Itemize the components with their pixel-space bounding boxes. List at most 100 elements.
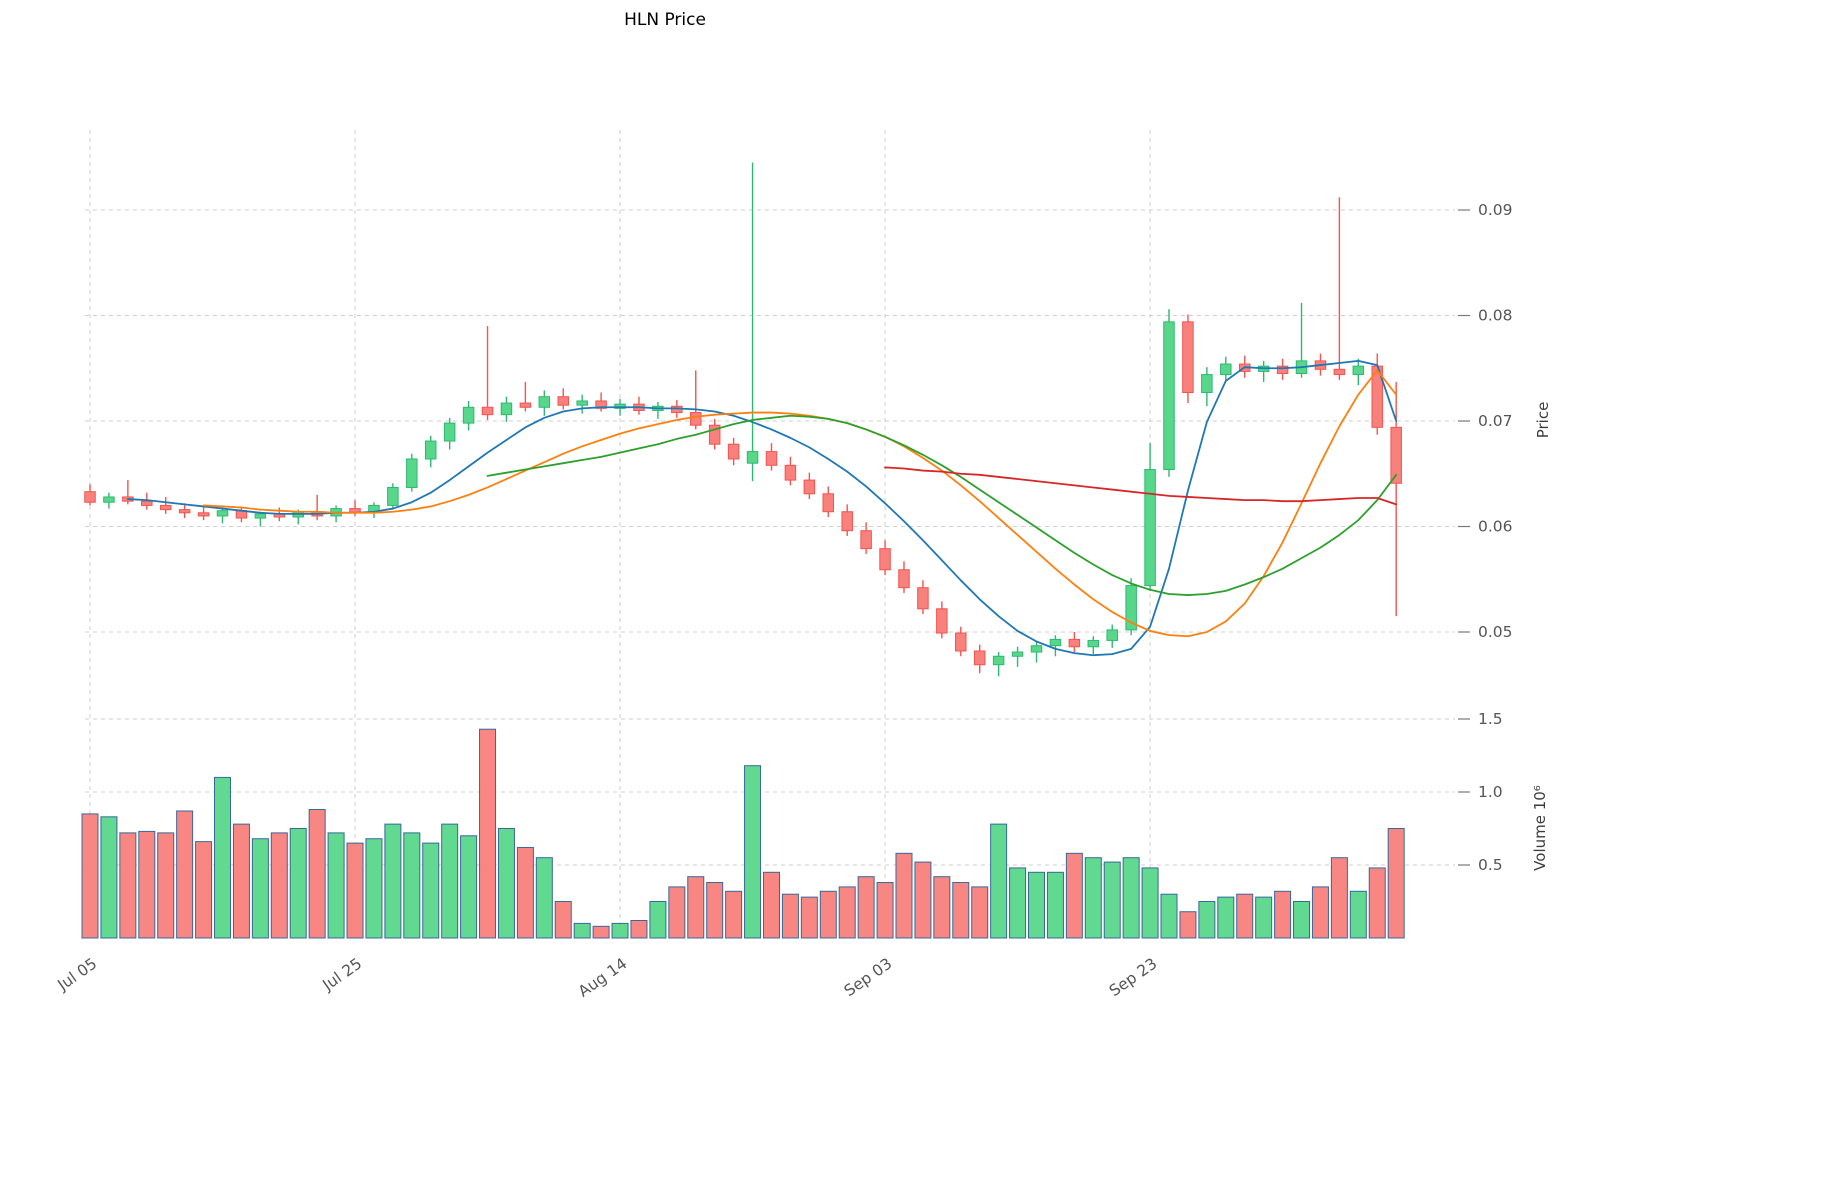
candle-body: [746, 451, 759, 464]
x-tick-label: Sep 03: [841, 955, 895, 1001]
x-axis-labels: Jul 05 Jul 25 Aug 14 Sep 03 Sep 23: [54, 955, 1161, 1001]
volume-bar: [214, 776, 232, 939]
volume-bar: [1009, 867, 1027, 939]
candle-body: [481, 406, 494, 416]
candle-body: [1220, 363, 1232, 376]
volume-bar: [1330, 857, 1348, 939]
candle-body: [841, 511, 853, 532]
volume-bar: [706, 882, 724, 939]
price-tick-label: 0.09: [1478, 201, 1513, 219]
candle-body: [538, 396, 551, 408]
volume-bar: [554, 901, 572, 939]
candle-body: [727, 443, 740, 460]
volume-bars: [81, 728, 1405, 939]
volume-tick-label: 1.5: [1478, 710, 1503, 728]
volume-bar: [933, 876, 951, 939]
volume-bar: [1046, 871, 1064, 939]
candle-body: [519, 402, 532, 408]
volume-bar: [100, 816, 118, 939]
volume-bar: [781, 893, 799, 939]
candle-body: [784, 464, 797, 481]
volume-bar: [876, 882, 894, 939]
candle-body: [955, 632, 967, 652]
volume-bar: [725, 890, 743, 939]
candle-body: [254, 513, 267, 519]
volume-tick-label: 1.0: [1478, 783, 1503, 801]
volume-bar: [687, 876, 705, 939]
moving-averages: [126, 359, 1398, 657]
candle-body: [1390, 426, 1402, 484]
volume-bar: [251, 838, 269, 939]
candle-body: [387, 486, 399, 506]
x-tick-label: Jul 25: [319, 955, 366, 995]
candle-body: [973, 650, 986, 666]
candle-body: [1182, 321, 1194, 394]
chart-title: HLN Price: [624, 10, 706, 30]
price-tick-label: 0.05: [1478, 623, 1513, 641]
volume-bar: [573, 922, 591, 939]
candle-body: [576, 400, 588, 406]
volume-bar: [365, 838, 383, 939]
candle-body: [1352, 365, 1365, 376]
candle-body: [936, 608, 948, 634]
volume-bar: [952, 882, 970, 939]
volume-bar: [1368, 867, 1386, 939]
candle-body: [462, 406, 475, 424]
candle-body: [424, 440, 437, 460]
candle-body: [197, 512, 210, 517]
volume-bar: [1236, 893, 1254, 939]
candle-body: [103, 496, 115, 503]
volume-tick-label: 0.5: [1478, 856, 1503, 874]
price-tick-label: 0.08: [1478, 307, 1513, 325]
volume-bar: [630, 919, 648, 939]
x-tick-label: Aug 14: [575, 955, 630, 1001]
candle-body: [557, 396, 569, 406]
volume-bar: [81, 813, 99, 939]
volume-bar: [668, 886, 686, 939]
volume-bar: [403, 832, 421, 939]
volume-bar: [232, 823, 250, 939]
volume-bar: [971, 886, 989, 939]
ma-medium-orange: [202, 369, 1398, 638]
candle-body: [1087, 639, 1100, 648]
volume-bar: [138, 830, 156, 939]
candle-body: [84, 491, 96, 503]
candle-body: [879, 548, 891, 571]
price-tick-label: 0.06: [1478, 518, 1513, 536]
volume-bar: [1198, 901, 1216, 939]
volume-bar: [762, 871, 780, 939]
price-axis-ticks: 0.05 0.06 0.07 0.08 0.09: [1458, 201, 1513, 641]
ma-fast-blue: [126, 359, 1398, 657]
volume-bar: [800, 896, 818, 939]
volume-bar: [422, 842, 440, 939]
candle-body: [614, 403, 626, 409]
candle-body: [595, 400, 607, 409]
volume-bar: [1122, 857, 1140, 939]
candle-body: [216, 510, 229, 517]
volume-bar: [535, 857, 553, 939]
candle-body: [917, 587, 929, 610]
candle-body: [406, 458, 418, 488]
volume-bar: [649, 901, 667, 939]
volume-bar: [1255, 896, 1273, 939]
volume-bar: [1311, 886, 1329, 939]
volume-bar: [1160, 893, 1178, 939]
volume-bar: [1084, 857, 1102, 939]
candle-body: [1106, 629, 1118, 641]
volume-bar: [1028, 871, 1045, 939]
x-tick-label: Jul 05: [54, 955, 101, 995]
volume-bar: [119, 832, 137, 939]
candle-body: [1201, 374, 1213, 394]
candle-body: [443, 422, 456, 442]
candle-body: [1333, 368, 1346, 376]
candle-body: [159, 504, 172, 511]
candle-body: [1163, 321, 1175, 471]
volume-bar: [346, 842, 364, 939]
candle-body: [1030, 645, 1043, 653]
candle-body: [141, 500, 153, 506]
volume-bar: [895, 852, 913, 939]
volume-bar: [497, 828, 515, 939]
volume-bar: [857, 876, 875, 939]
volume-axis-ticks: 0.5 1.0 1.5: [1458, 710, 1503, 874]
candle-body: [500, 402, 513, 416]
